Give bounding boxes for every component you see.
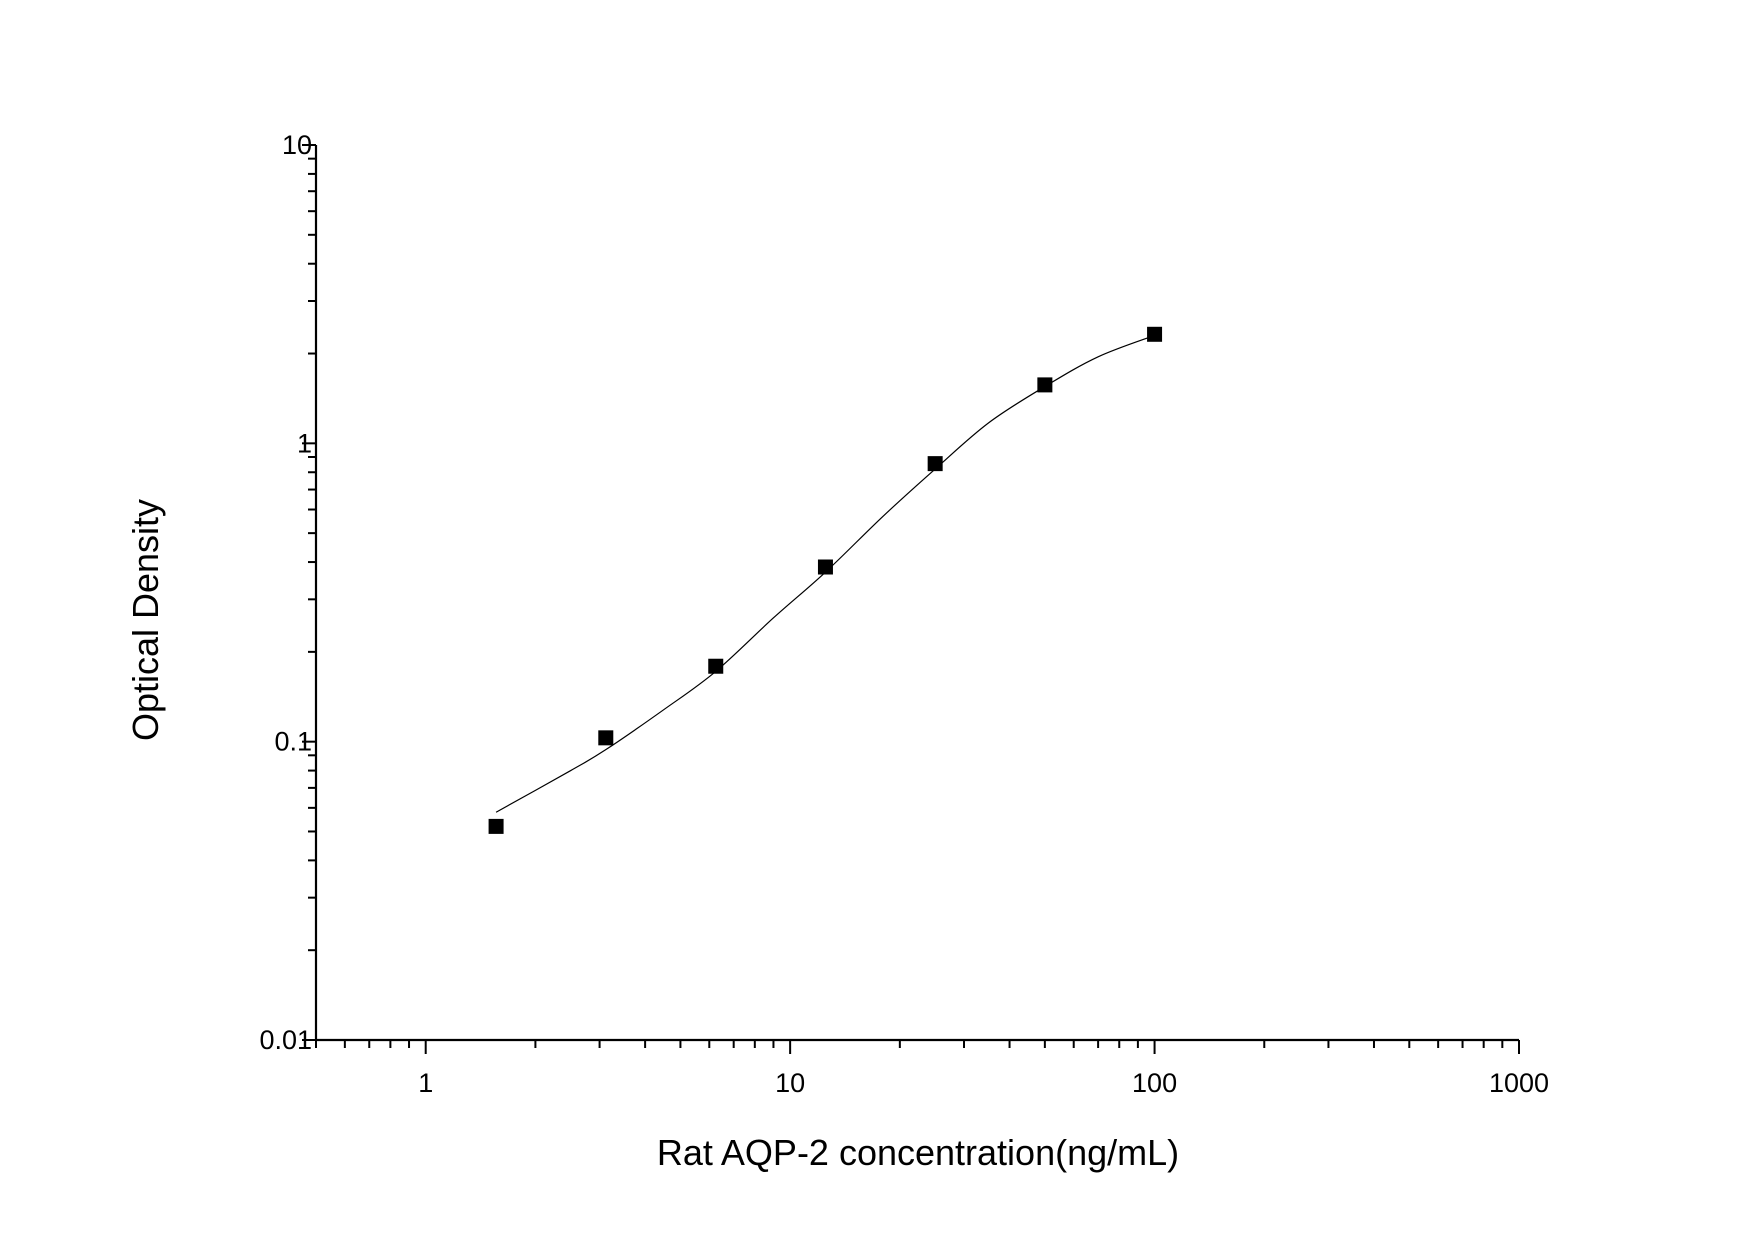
- data-point: [708, 658, 724, 674]
- x-tick-label: 1000: [1489, 1068, 1549, 1098]
- y-tick-label: 1: [297, 428, 312, 458]
- y-tick-label: 0.01: [259, 1025, 312, 1055]
- data-points: [488, 326, 1163, 834]
- y-tick-label: 0.1: [274, 727, 312, 757]
- data-point: [598, 730, 614, 746]
- data-point: [488, 818, 504, 834]
- x-tick-label: 10: [775, 1068, 805, 1098]
- x-axis-title: Rat AQP-2 concentration(ng/mL): [657, 1132, 1179, 1173]
- data-point: [1037, 377, 1053, 393]
- data-point: [1147, 326, 1163, 342]
- ticks: 1 10 100 1000 0.01 0.1 1 10: [259, 130, 1549, 1098]
- x-tick-label: 100: [1132, 1068, 1177, 1098]
- axes: [314, 145, 1519, 1042]
- y-tick-label: 10: [282, 130, 312, 160]
- x-tick-label: 1: [418, 1068, 433, 1098]
- data-point: [927, 456, 943, 472]
- y-axis-title: Optical Density: [125, 499, 166, 741]
- data-point: [817, 559, 833, 575]
